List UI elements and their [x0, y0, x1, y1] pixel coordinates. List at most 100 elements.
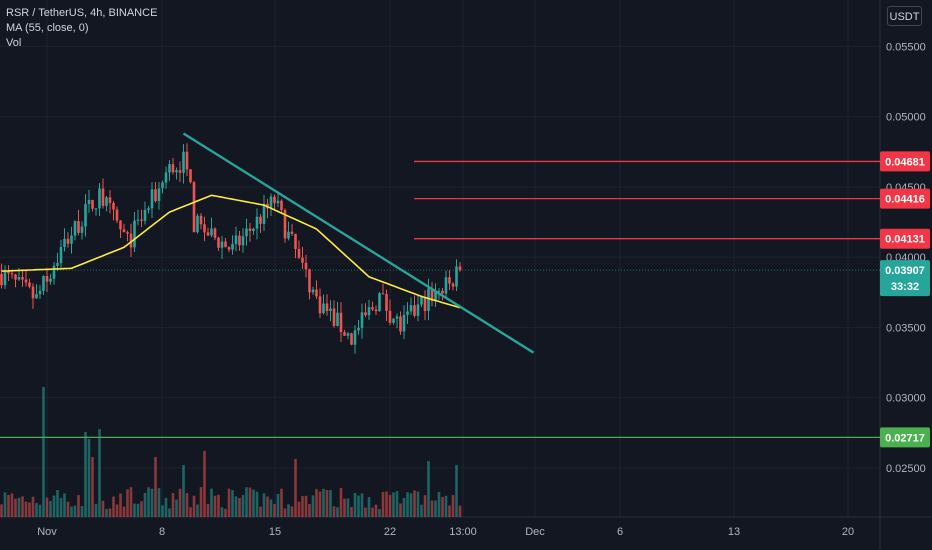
candle-body: [315, 289, 318, 297]
candle-body: [245, 228, 248, 237]
candle-body: [150, 189, 154, 209]
candle-body: [346, 333, 350, 336]
volume-bar: [455, 465, 458, 517]
candle-body: [311, 289, 315, 293]
time-tick-label: 13:00: [449, 526, 477, 538]
volume-bar: [0, 504, 3, 517]
chart-legend: RSR / TetherUS, 4h, BINANCE MA (55, clos…: [6, 6, 157, 51]
volume-bar: [378, 508, 381, 517]
volume-bar: [273, 503, 276, 517]
volume-bar: [315, 489, 318, 517]
candle-body: [294, 233, 297, 249]
trendline[interactable]: [182, 132, 535, 354]
ma-indicator-label[interactable]: MA (55, close, 0): [6, 22, 89, 34]
volume-bar: [136, 503, 140, 517]
volume-bar: [444, 495, 448, 517]
volume-bar: [294, 459, 297, 517]
symbol-title[interactable]: RSR / TetherUS, 4h, BINANCE: [6, 7, 158, 19]
volume-bar: [182, 465, 185, 517]
candle-body: [455, 266, 458, 287]
candle-body: [35, 294, 38, 299]
candle-body: [129, 233, 133, 248]
candle-body: [434, 291, 437, 302]
volume-bar: [49, 500, 52, 517]
volume-bar: [91, 457, 94, 517]
ma-line: [1, 194, 461, 309]
candle-body: [87, 199, 91, 205]
candle-body: [451, 283, 455, 287]
volume-bar: [168, 508, 171, 517]
volume-bar: [161, 505, 164, 517]
volume-bar: [301, 496, 304, 517]
volume-bar: [311, 495, 315, 517]
candle-body: [220, 241, 224, 248]
candle-body: [17, 277, 21, 280]
candle-body: [385, 294, 388, 311]
volume-bar: [122, 506, 126, 517]
candle-body: [73, 221, 77, 236]
candle-body: [364, 312, 367, 316]
time-axis[interactable]: Nov 8 15 22 13:00 Dec 6 13 20: [37, 526, 854, 538]
candle-body: [444, 277, 448, 294]
volume-bar: [402, 498, 406, 517]
volume-bar: [262, 493, 266, 517]
candle-body: [63, 238, 66, 248]
candle-body: [203, 224, 206, 233]
candle-body: [448, 277, 451, 284]
candle-body: [98, 188, 101, 209]
candle-body: [140, 219, 143, 221]
candle-body: [196, 215, 199, 233]
volume-bar: [287, 504, 290, 517]
candle-body: [409, 305, 413, 312]
volume-bar: [164, 497, 168, 517]
volume-bar: [112, 496, 115, 517]
candle-body: [3, 271, 7, 286]
candle-body: [318, 296, 322, 314]
volume-bar: [395, 491, 399, 517]
volume-bar: [84, 432, 87, 517]
volume-bar: [192, 495, 196, 517]
volume-bar: [350, 506, 353, 517]
candle-body: [59, 247, 63, 264]
candle-body: [458, 266, 462, 271]
volume-bar: [154, 457, 157, 517]
candle-body: [192, 182, 196, 233]
currency-button[interactable]: USDT: [887, 6, 922, 26]
volume-bar: [245, 487, 248, 517]
volume-indicator-label[interactable]: Vol: [6, 37, 22, 49]
time-tick-label: 22: [384, 526, 396, 538]
candle-body: [182, 151, 185, 173]
volume-bar: [318, 491, 322, 517]
resistance-price-badge-bg: [880, 228, 930, 249]
volume-bar: [427, 461, 430, 517]
candle-body: [136, 219, 140, 221]
time-tick-label: 15: [269, 526, 281, 538]
candle-body: [399, 316, 402, 332]
volume-bar: [332, 506, 336, 517]
volume-bar: [24, 501, 28, 517]
volume-bar: [437, 492, 441, 517]
candle-body: [283, 209, 287, 239]
price-axis[interactable]: 0.025000.030000.035000.040000.045000.050…: [886, 41, 926, 474]
volume-bar: [325, 489, 329, 517]
volume-bar: [322, 488, 325, 517]
candle-body: [175, 170, 178, 173]
candle-body: [304, 262, 308, 270]
volume-bar: [420, 504, 423, 517]
resistance-price-badge-bg: [880, 188, 930, 209]
candle-body: [255, 216, 259, 229]
volume-bar: [140, 501, 143, 517]
volume-bar: [171, 493, 175, 517]
candle-body: [416, 304, 420, 316]
volume-bar: [126, 489, 129, 517]
volume-bar: [21, 496, 24, 517]
volume-bar: [7, 495, 10, 517]
price-tick-label: 0.02500: [886, 463, 926, 475]
candle-body: [84, 204, 87, 227]
price-badges: 0.04681 0.04416 0.04131 0.02717 0.03907 33:32: [880, 151, 930, 448]
support-price-badge: 0.02717: [885, 432, 925, 444]
candle-body: [301, 257, 304, 263]
volume-bar: [108, 508, 112, 517]
candle-body: [133, 220, 136, 248]
